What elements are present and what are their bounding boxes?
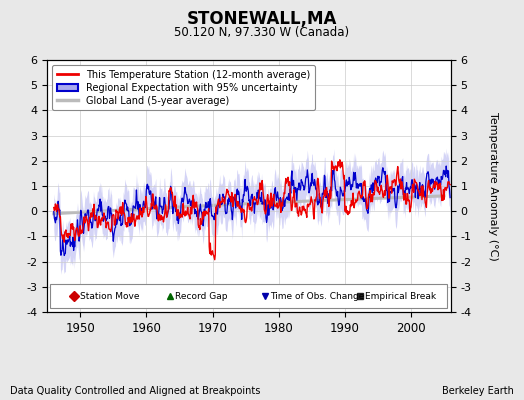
Text: Time of Obs. Change: Time of Obs. Change (270, 292, 364, 301)
Text: Data Quality Controlled and Aligned at Breakpoints: Data Quality Controlled and Aligned at B… (10, 386, 261, 396)
Text: 50.120 N, 97.330 W (Canada): 50.120 N, 97.330 W (Canada) (174, 26, 350, 39)
Text: Station Move: Station Move (80, 292, 139, 301)
Legend: This Temperature Station (12-month average), Regional Expectation with 95% uncer: This Temperature Station (12-month avera… (52, 65, 315, 110)
FancyBboxPatch shape (50, 284, 447, 308)
Text: Empirical Break: Empirical Break (365, 292, 436, 301)
Text: STONEWALL,MA: STONEWALL,MA (187, 10, 337, 28)
Y-axis label: Temperature Anomaly (°C): Temperature Anomaly (°C) (488, 112, 498, 260)
Text: Berkeley Earth: Berkeley Earth (442, 386, 514, 396)
Text: Record Gap: Record Gap (175, 292, 227, 301)
